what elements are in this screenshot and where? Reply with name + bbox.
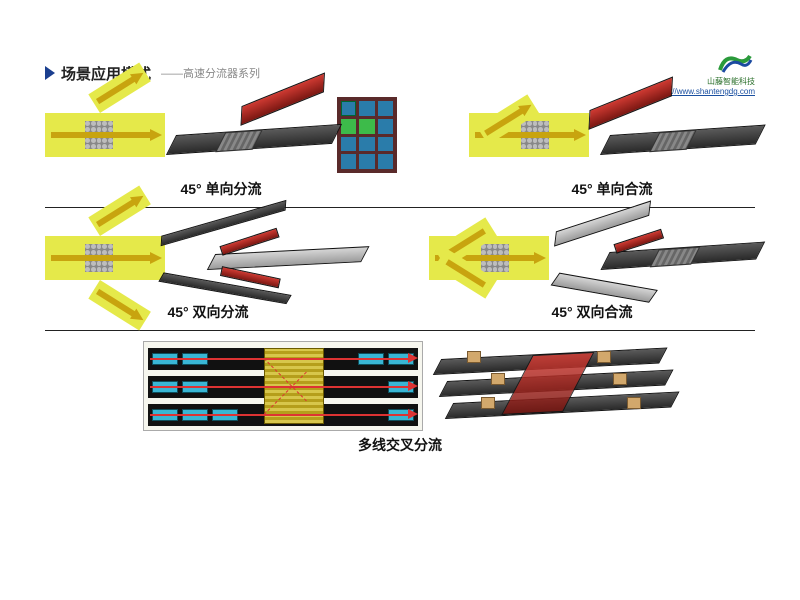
render-r1c2: [595, 95, 755, 175]
page-subtitle: ——高速分流器系列: [161, 65, 260, 81]
mode-r1c1: 45° 单向分流: [45, 95, 397, 199]
title-group: 场景应用模式 ——高速分流器系列: [45, 63, 260, 84]
inset-photo: [337, 97, 397, 173]
mode-r3: 多线交叉分流: [143, 341, 657, 455]
render-r1c1: [171, 95, 331, 175]
mode-label: 45° 单向分流: [180, 179, 261, 199]
mode-r2c2: 45° 双向合流: [429, 218, 755, 322]
mode-label: 多线交叉分流: [358, 435, 442, 455]
mode-r2c1: 45° 双向分流: [45, 218, 371, 322]
render-r2c2: [555, 218, 755, 298]
schematic-r1c2: [469, 113, 589, 157]
brand-logo-icon: [715, 50, 755, 76]
row-3: 多线交叉分流: [45, 341, 755, 455]
content-area: 45° 单向分流: [45, 95, 755, 550]
title-arrow-icon: [45, 66, 55, 80]
mode-label: 45° 单向合流: [571, 179, 652, 199]
render-r2c1: [171, 218, 371, 298]
divider-2: [45, 330, 755, 331]
mode-label: 45° 双向分流: [167, 302, 248, 322]
mode-r1c2: 45° 单向合流: [469, 95, 755, 199]
render-r3: [437, 341, 657, 431]
row-1: 45° 单向分流: [45, 95, 755, 199]
schematic-r1c1: [45, 113, 165, 157]
row-2: 45° 双向分流: [45, 218, 755, 322]
schematic-r2c1: [45, 236, 165, 280]
mode-label: 45° 双向合流: [551, 302, 632, 322]
schematic-r2c2: [429, 236, 549, 280]
schematic-r3: [143, 341, 423, 431]
